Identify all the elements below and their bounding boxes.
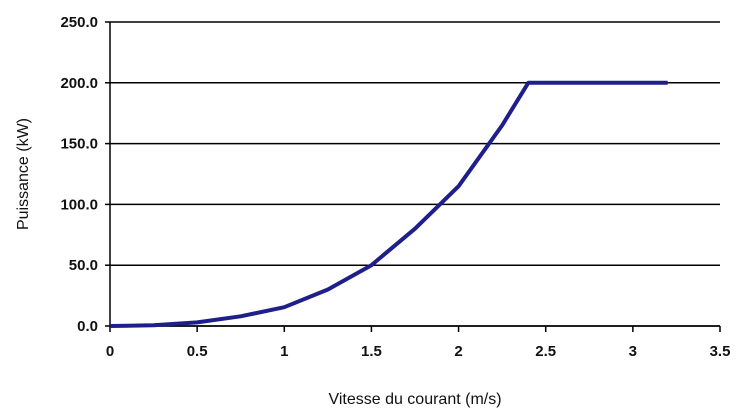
y-axis-title: Puissance (kW) — [15, 118, 32, 230]
y-tick-label-1: 50.0 — [69, 257, 98, 274]
x-tick-label-1: 0.5 — [187, 343, 208, 360]
y-tick-label-5: 250.0 — [60, 14, 98, 31]
series-group — [109, 80, 668, 328]
y-tick-label-0: 0.0 — [77, 318, 98, 335]
plot-area — [110, 22, 720, 326]
series-line-0 — [109, 80, 668, 328]
x-tick-label-2: 1 — [280, 343, 288, 360]
x-axis-title: Vitesse du courant (m/s) — [328, 391, 501, 408]
axes — [105, 21, 721, 332]
x-tick-label-5: 2.5 — [535, 343, 556, 360]
x-tick-label-6: 3 — [629, 343, 637, 360]
x-tick-label-7: 3.5 — [710, 343, 731, 360]
y-tick-label-2: 100.0 — [60, 196, 98, 213]
y-tick-label-3: 150.0 — [60, 136, 98, 153]
y-tick-labels: 0.0 50.0 100.0 150.0 200.0 250.0 — [60, 14, 98, 335]
x-tick-label-3: 1.5 — [361, 343, 382, 360]
y-tick-label-4: 200.0 — [60, 75, 98, 92]
x-tick-label-4: 2 — [454, 343, 462, 360]
x-tick-labels: 0 0.5 1 1.5 2 2.5 3 3.5 — [106, 343, 731, 360]
x-tick-label-0: 0 — [106, 343, 114, 360]
